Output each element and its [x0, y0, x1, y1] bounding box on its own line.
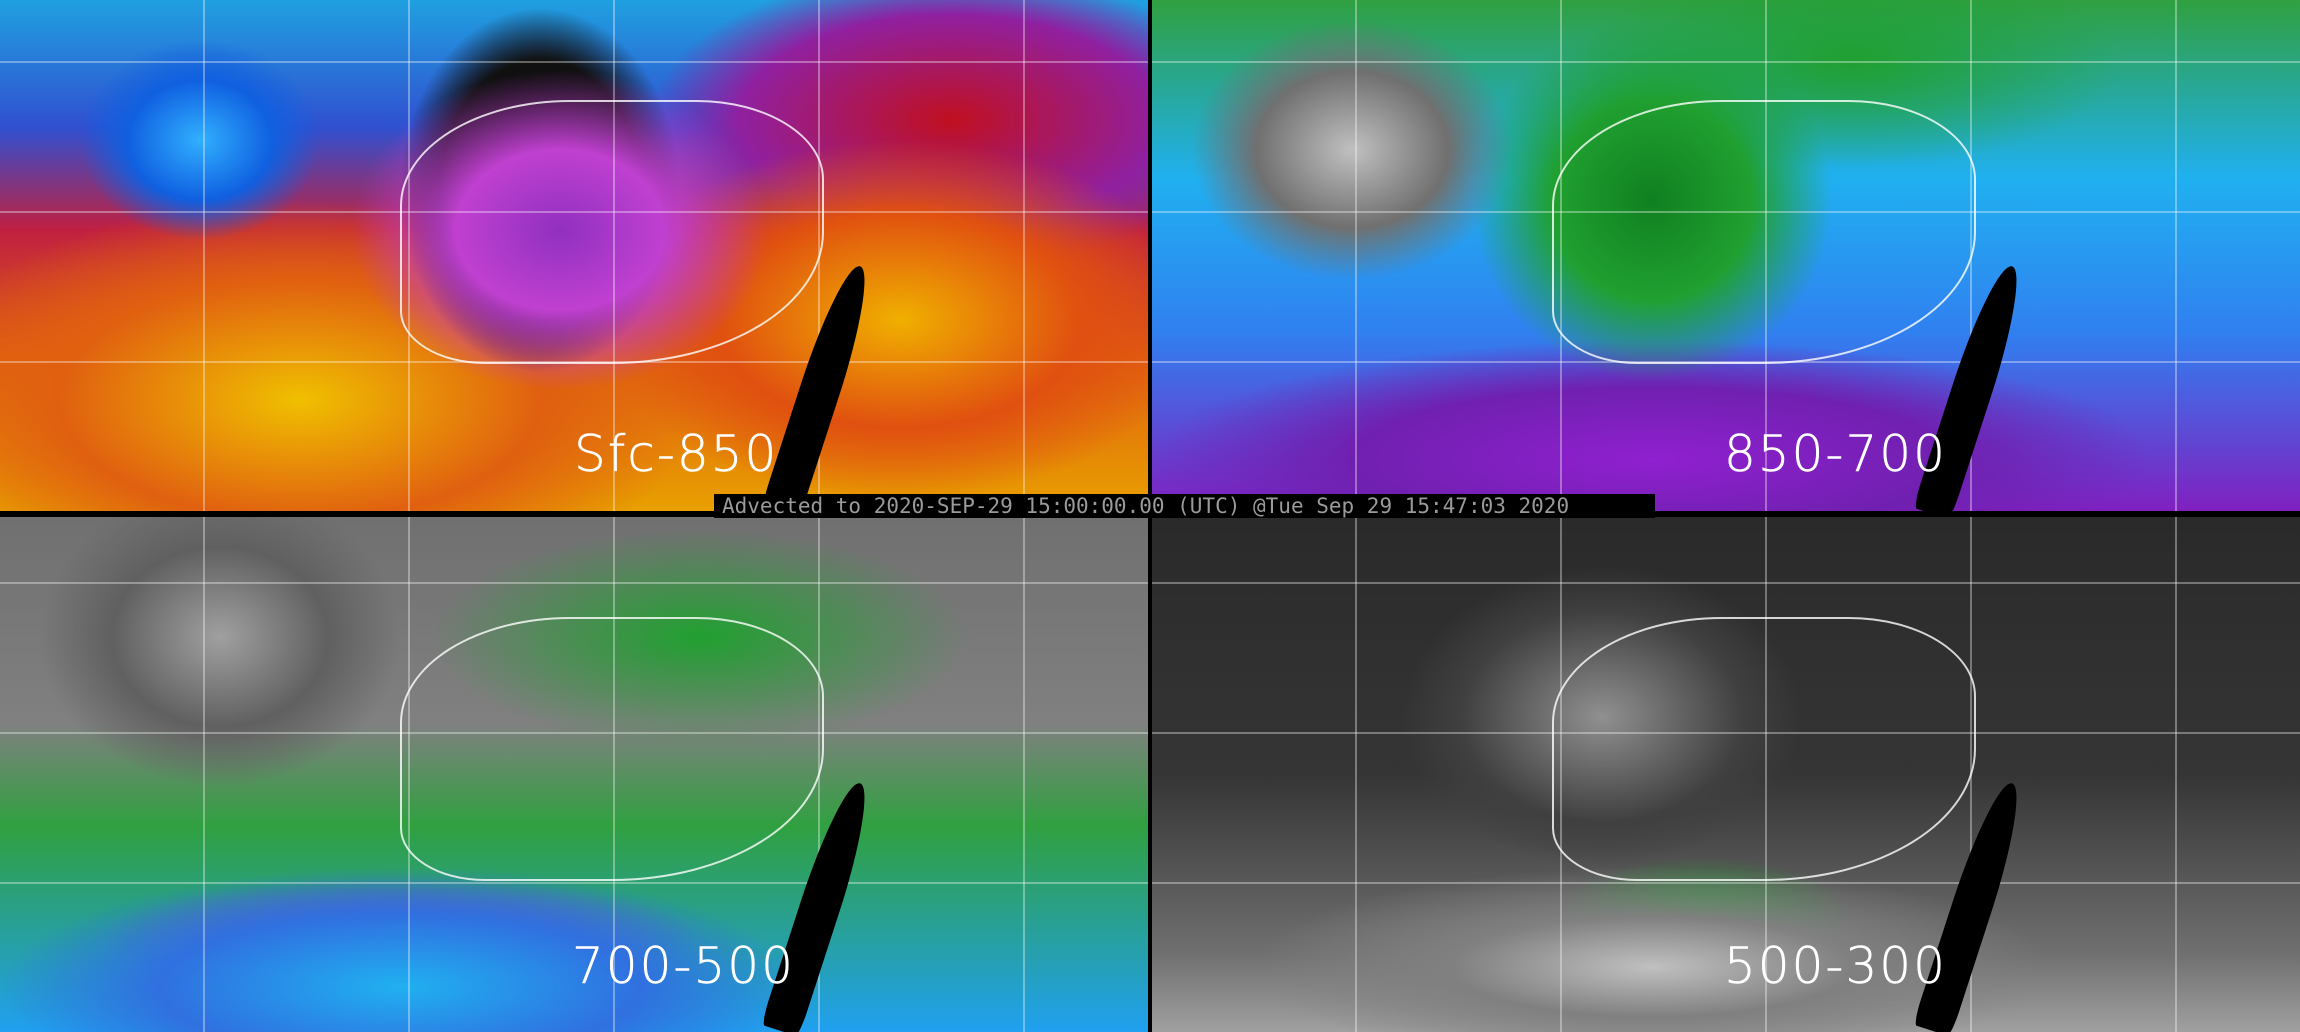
timestamp-bar: Advected to 2020-SEP-29 15:00:00.00 (UTC… — [714, 494, 1655, 518]
north-america-outline — [1552, 617, 1976, 881]
panel-label: 850-700 — [1724, 425, 1947, 484]
panel-850-700: 850-700 — [1152, 0, 2300, 511]
north-america-outline — [400, 100, 824, 364]
panel-label: 700-500 — [572, 937, 795, 996]
panel-700-500: 700-500 — [0, 517, 1148, 1032]
panel-label: 500-300 — [1724, 937, 1947, 996]
panel-label: Sfc-850 — [574, 425, 779, 484]
north-america-outline — [1552, 100, 1976, 364]
panel-sfc-850: Sfc-850 — [0, 0, 1148, 511]
panel-500-300: 500-300 — [1152, 517, 2300, 1032]
north-america-outline — [400, 617, 824, 881]
